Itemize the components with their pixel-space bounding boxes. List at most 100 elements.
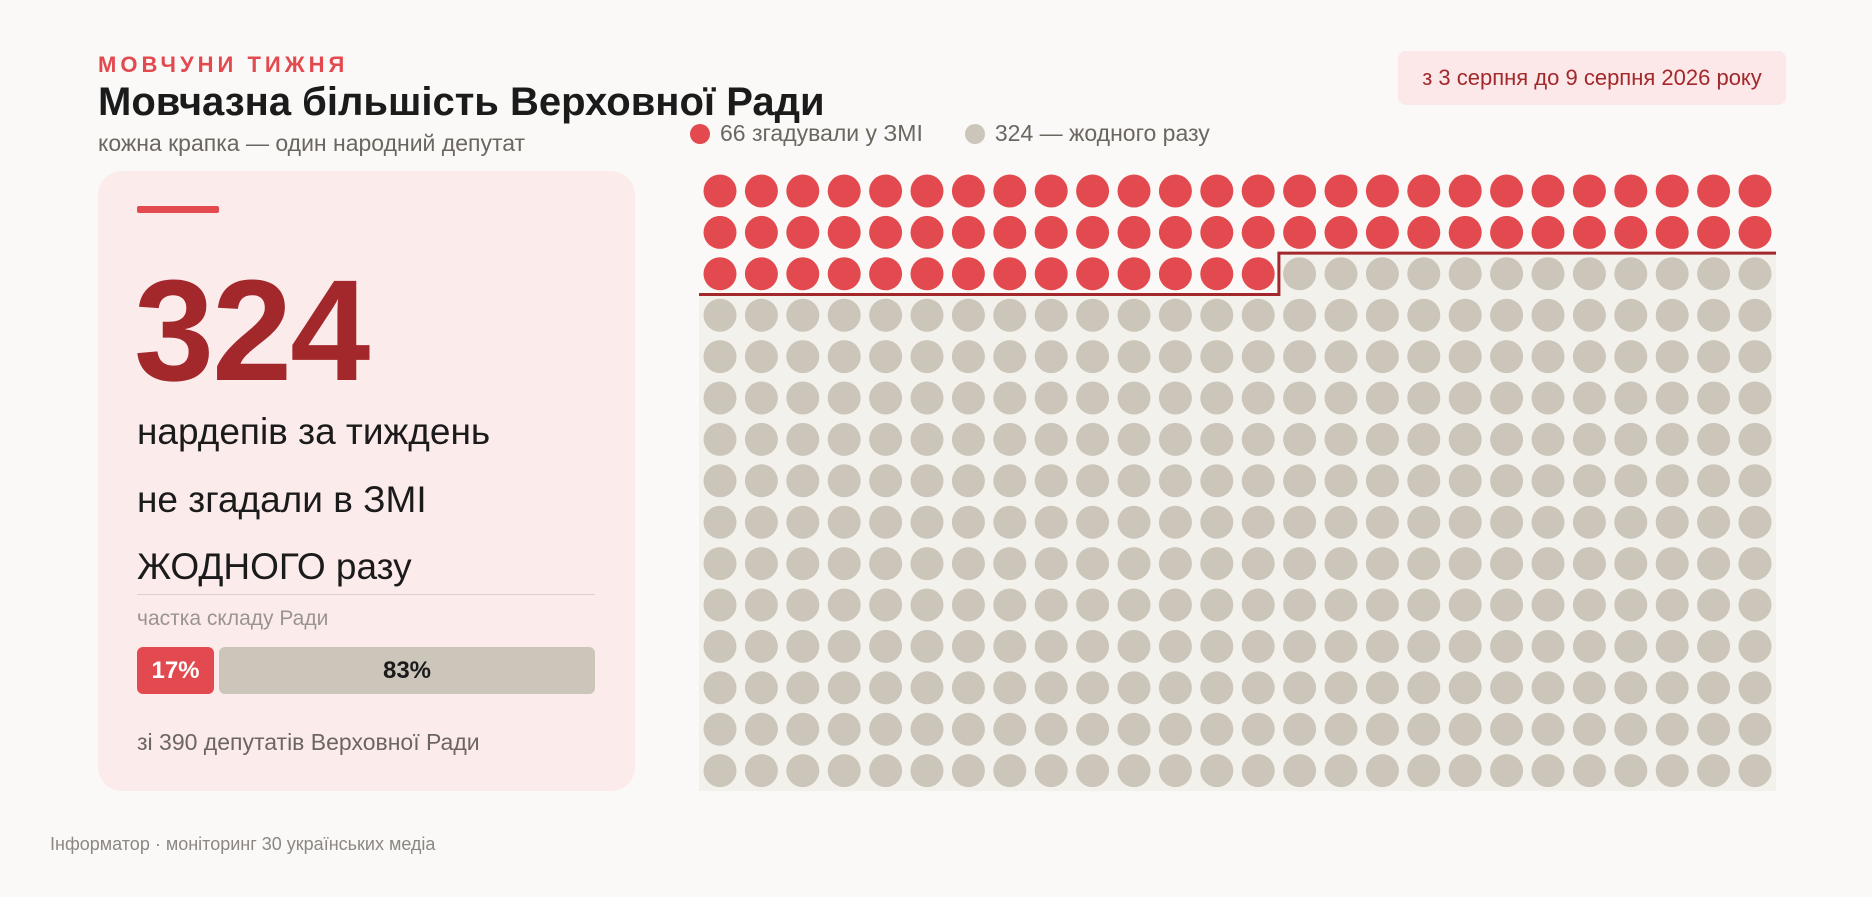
deputy-dot-not-mentioned: [993, 547, 1027, 581]
deputy-dot-not-mentioned: [1614, 629, 1648, 663]
deputy-dot-not-mentioned: [1490, 381, 1524, 415]
deputy-dot-not-mentioned: [1283, 547, 1317, 581]
deputy-dot-not-mentioned: [1200, 547, 1234, 581]
divider: [137, 594, 595, 595]
deputy-dot-mentioned: [869, 174, 903, 208]
description-line-1: нардепів за тиждень: [137, 411, 491, 452]
deputy-dot-not-mentioned: [1738, 257, 1772, 291]
deputy-dot-not-mentioned: [1655, 505, 1689, 539]
deputy-dot-not-mentioned: [1738, 422, 1772, 456]
deputy-dot-not-mentioned: [1407, 588, 1441, 622]
deputy-dot-not-mentioned: [1407, 257, 1441, 291]
deputy-dot-not-mentioned: [993, 340, 1027, 374]
deputy-dot-not-mentioned: [744, 422, 778, 456]
deputy-dot-mentioned: [951, 174, 985, 208]
deputy-dot-not-mentioned: [910, 712, 944, 746]
deputy-dot-not-mentioned: [1407, 754, 1441, 788]
deputy-dot-not-mentioned: [827, 671, 861, 705]
legend-item-not-mentioned: 324 — жодного разу: [964, 120, 1210, 147]
deputy-dot-not-mentioned: [703, 588, 737, 622]
deputy-dot-not-mentioned: [1448, 712, 1482, 746]
deputy-dot-not-mentioned: [1531, 629, 1565, 663]
deputy-dot-mentioned: [869, 215, 903, 249]
deputy-dot-not-mentioned: [1697, 422, 1731, 456]
big-number: 324: [134, 250, 370, 411]
deputy-dot-not-mentioned: [1490, 547, 1524, 581]
deputy-dot-not-mentioned: [910, 547, 944, 581]
deputy-dot-not-mentioned: [1034, 547, 1068, 581]
deputy-dot-not-mentioned: [951, 588, 985, 622]
deputy-dot-not-mentioned: [1076, 422, 1110, 456]
deputy-dot-not-mentioned: [993, 505, 1027, 539]
deputy-dot-not-mentioned: [1614, 588, 1648, 622]
deputy-dot-not-mentioned: [1407, 422, 1441, 456]
deputy-dot-not-mentioned: [1490, 629, 1524, 663]
deputy-dot-mentioned: [703, 215, 737, 249]
deputy-dot-not-mentioned: [951, 340, 985, 374]
deputy-dot-not-mentioned: [993, 671, 1027, 705]
deputy-dot-not-mentioned: [703, 547, 737, 581]
deputy-dot-not-mentioned: [951, 629, 985, 663]
deputy-dot-not-mentioned: [1655, 671, 1689, 705]
deputy-dot-not-mentioned: [910, 505, 944, 539]
deputy-dot-not-mentioned: [993, 754, 1027, 788]
deputy-dot-not-mentioned: [1407, 298, 1441, 332]
deputy-dot-not-mentioned: [1324, 547, 1358, 581]
deputy-dot-not-mentioned: [1324, 754, 1358, 788]
deputy-dot-not-mentioned: [1407, 712, 1441, 746]
deputy-dot-not-mentioned: [1076, 340, 1110, 374]
deputy-dot-not-mentioned: [1324, 629, 1358, 663]
deputy-dot-not-mentioned: [1117, 588, 1151, 622]
deputy-dot-not-mentioned: [1365, 298, 1399, 332]
deputy-dot-mentioned: [703, 257, 737, 291]
deputy-dot-not-mentioned: [1531, 422, 1565, 456]
deputy-dot-mentioned: [1200, 174, 1234, 208]
deputy-dot-not-mentioned: [786, 629, 820, 663]
waffle-chart: [699, 171, 1776, 791]
source-footer: Інформатор · моніторинг 30 українських м…: [50, 834, 436, 854]
deputy-dot-not-mentioned: [869, 754, 903, 788]
deputy-dot-not-mentioned: [1158, 712, 1192, 746]
deputy-dot-mentioned: [993, 257, 1027, 291]
deputy-dot-mentioned: [910, 215, 944, 249]
deputy-dot-not-mentioned: [1365, 671, 1399, 705]
legend-label-mentioned: 66 згадували у ЗМІ: [720, 120, 923, 146]
deputy-dot-not-mentioned: [1407, 629, 1441, 663]
deputy-dot-not-mentioned: [786, 298, 820, 332]
deputy-dot-not-mentioned: [1076, 671, 1110, 705]
deputy-dot-not-mentioned: [786, 712, 820, 746]
deputy-dot-not-mentioned: [1365, 547, 1399, 581]
deputy-dot-not-mentioned: [1324, 464, 1358, 498]
deputy-dot-not-mentioned: [910, 629, 944, 663]
deputy-dot-not-mentioned: [1531, 754, 1565, 788]
deputy-dot-not-mentioned: [1034, 629, 1068, 663]
deputy-dot-mentioned: [910, 257, 944, 291]
deputy-dot-not-mentioned: [827, 340, 861, 374]
deputy-dot-not-mentioned: [1738, 547, 1772, 581]
deputy-dot-not-mentioned: [703, 712, 737, 746]
deputy-dot-not-mentioned: [703, 381, 737, 415]
deputy-dot-not-mentioned: [1614, 547, 1648, 581]
deputy-dot-not-mentioned: [1614, 298, 1648, 332]
deputy-dot-not-mentioned: [1117, 754, 1151, 788]
deputy-dot-not-mentioned: [869, 671, 903, 705]
deputy-dot-mentioned: [1738, 215, 1772, 249]
legend-dot-mentioned-icon: [690, 123, 710, 144]
deputy-dot-not-mentioned: [869, 340, 903, 374]
deputy-dot-not-mentioned: [951, 464, 985, 498]
deputy-dot-not-mentioned: [1738, 464, 1772, 498]
deputy-dot-mentioned: [1572, 215, 1606, 249]
deputy-dot-not-mentioned: [1034, 588, 1068, 622]
deputy-dot-not-mentioned: [869, 464, 903, 498]
deputy-dot-not-mentioned: [1531, 588, 1565, 622]
deputy-dot-not-mentioned: [1407, 547, 1441, 581]
description-line-2: не згадали в ЗМІ: [137, 479, 427, 520]
deputy-dot-not-mentioned: [1655, 464, 1689, 498]
deputy-dot-not-mentioned: [1034, 340, 1068, 374]
deputy-dot-not-mentioned: [1614, 671, 1648, 705]
deputy-dot-mentioned: [1283, 215, 1317, 249]
deputy-dot-not-mentioned: [1614, 712, 1648, 746]
deputy-dot-not-mentioned: [1117, 298, 1151, 332]
page-title: Мовчазна більшість Верховної Ради: [98, 80, 825, 124]
deputy-dot-mentioned: [1158, 174, 1192, 208]
